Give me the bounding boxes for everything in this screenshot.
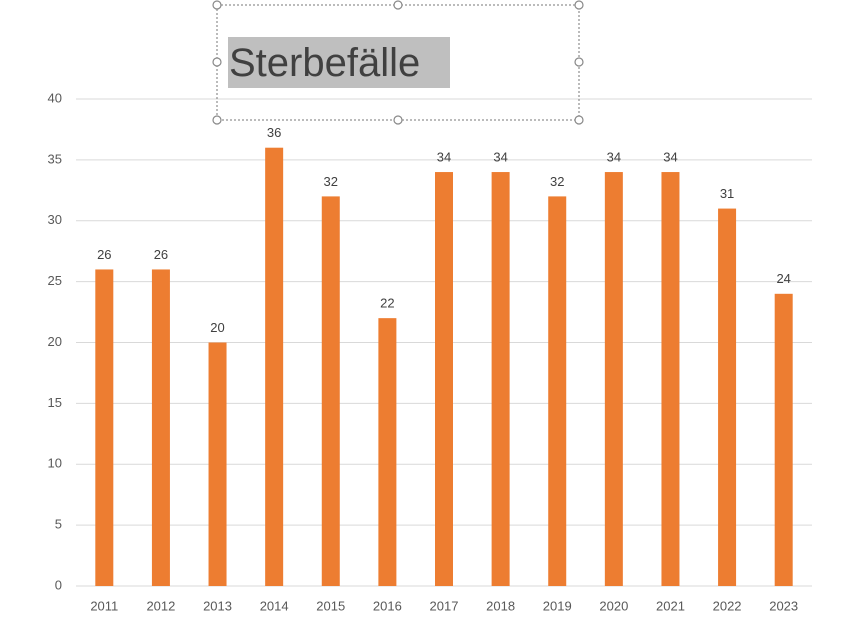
x-tick-label: 2013 (203, 598, 232, 613)
y-tick-label: 15 (48, 395, 62, 410)
resize-handle[interactable] (393, 115, 403, 125)
resize-handle[interactable] (574, 0, 584, 10)
resize-handle[interactable] (212, 57, 222, 67)
bar (265, 147, 284, 586)
bar (491, 172, 510, 587)
data-label: 20 (210, 320, 224, 335)
bar (718, 208, 737, 586)
resize-handle[interactable] (574, 115, 584, 125)
x-tick-label: 2019 (543, 598, 572, 613)
y-tick-label: 5 (55, 517, 62, 532)
y-tick-label: 20 (48, 334, 62, 349)
data-label: 34 (663, 149, 677, 164)
bar (548, 196, 567, 586)
x-tick-label: 2022 (713, 598, 742, 613)
resize-handle[interactable] (212, 115, 222, 125)
x-tick-label: 2018 (486, 598, 515, 613)
resize-handle[interactable] (393, 0, 403, 10)
bar (208, 342, 227, 586)
data-label: 34 (493, 149, 507, 164)
y-tick-label: 25 (48, 273, 62, 288)
data-label: 24 (776, 271, 790, 286)
y-tick-label: 40 (48, 90, 62, 105)
x-tick-label: 2016 (373, 598, 402, 613)
bar (435, 172, 453, 587)
bar (95, 269, 114, 586)
y-tick-label: 0 (55, 577, 62, 592)
data-label: 36 (267, 125, 281, 140)
bar (151, 269, 170, 586)
data-label: 32 (324, 174, 338, 189)
data-label: 22 (380, 296, 394, 311)
x-tick-label: 2012 (146, 598, 175, 613)
data-label: 34 (607, 149, 621, 164)
x-tick-label: 2017 (430, 598, 459, 613)
x-tick-label: 2023 (769, 598, 798, 613)
data-label: 32 (550, 174, 564, 189)
data-label: 34 (437, 149, 451, 164)
y-tick-label: 30 (48, 212, 62, 227)
data-label: 26 (97, 247, 111, 262)
chart-title[interactable]: Sterbefälle (229, 41, 420, 85)
bar (661, 172, 680, 587)
bar (378, 318, 397, 586)
bar (604, 172, 623, 587)
y-tick-label: 35 (48, 151, 62, 166)
bar (321, 196, 340, 586)
x-tick-label: 2021 (656, 598, 685, 613)
x-tick-label: 2014 (260, 598, 289, 613)
resize-handle[interactable] (574, 57, 584, 67)
y-tick-label: 10 (48, 456, 62, 471)
x-tick-label: 2020 (599, 598, 628, 613)
x-tick-label: 2015 (316, 598, 345, 613)
resize-handle[interactable] (212, 0, 222, 10)
text-highlight (228, 37, 450, 88)
data-label: 26 (154, 247, 168, 262)
data-label: 31 (720, 186, 734, 201)
bar (774, 293, 793, 586)
x-tick-label: 2011 (90, 598, 118, 613)
title-box[interactable]: Sterbefälle (212, 0, 584, 125)
